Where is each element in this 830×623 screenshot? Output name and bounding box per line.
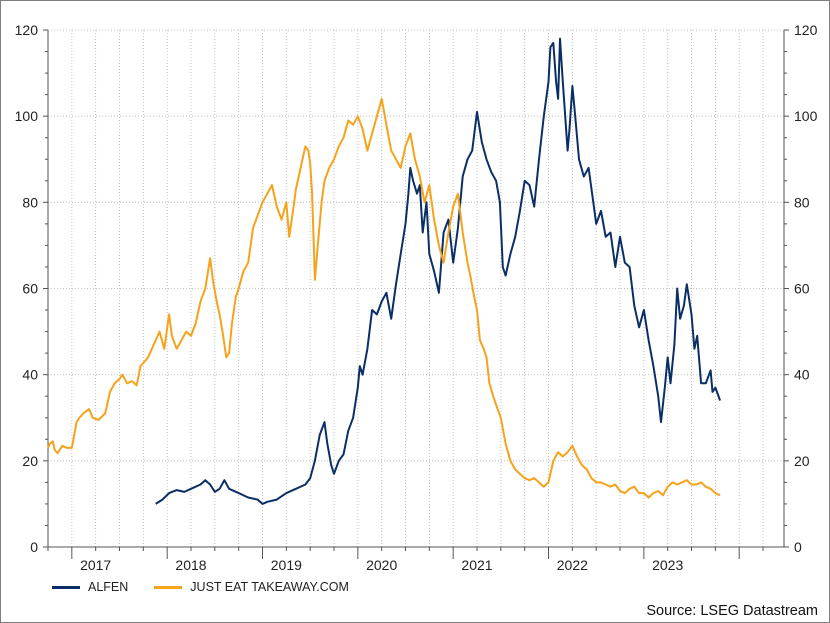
legend: ALFEN JUST EAT TAKEAWAY.COM (52, 580, 375, 594)
y-tick-label-left: 20 (22, 453, 38, 469)
series-line-1 (47, 97, 721, 499)
y-tick-label-left: 120 (15, 22, 39, 38)
legend-label-jet: JUST EAT TAKEAWAY.COM (190, 580, 349, 594)
y-tick-label-left: 80 (22, 194, 38, 210)
x-tick-label: 2017 (80, 557, 111, 573)
y-tick-label-right: 100 (794, 108, 818, 124)
x-tick-label: 2020 (366, 557, 397, 573)
source-note: Source: LSEG Datastream (646, 603, 818, 619)
y-tick-label-right: 60 (794, 281, 810, 297)
y-tick-label-right: 40 (794, 367, 810, 383)
legend-item-alfen: ALFEN (52, 580, 128, 594)
x-tick-label: 2018 (175, 557, 206, 573)
series-lines (47, 37, 722, 505)
x-tick-label: 2023 (652, 557, 683, 573)
legend-item-jet: JUST EAT TAKEAWAY.COM (154, 580, 349, 594)
y-tick-label-right: 20 (794, 453, 810, 469)
x-tick-label: 2019 (271, 557, 302, 573)
y-tick-label-left: 0 (30, 539, 38, 555)
y-tick-label-right: 80 (794, 194, 810, 210)
y-tick-label-left: 40 (22, 367, 38, 383)
y-tick-label-right: 0 (794, 539, 802, 555)
y-tick-label-left: 60 (22, 281, 38, 297)
legend-label-alfen: ALFEN (88, 580, 129, 594)
series-line-0 (155, 37, 722, 505)
legend-swatch-jet (154, 585, 183, 589)
y-tick-label-left: 100 (15, 108, 39, 124)
x-tick-label: 2021 (461, 557, 492, 573)
y-tick-label-right: 120 (794, 22, 818, 38)
gridlines (47, 29, 784, 547)
legend-swatch-alfen (52, 585, 80, 589)
x-tick-label: 2022 (557, 557, 588, 573)
